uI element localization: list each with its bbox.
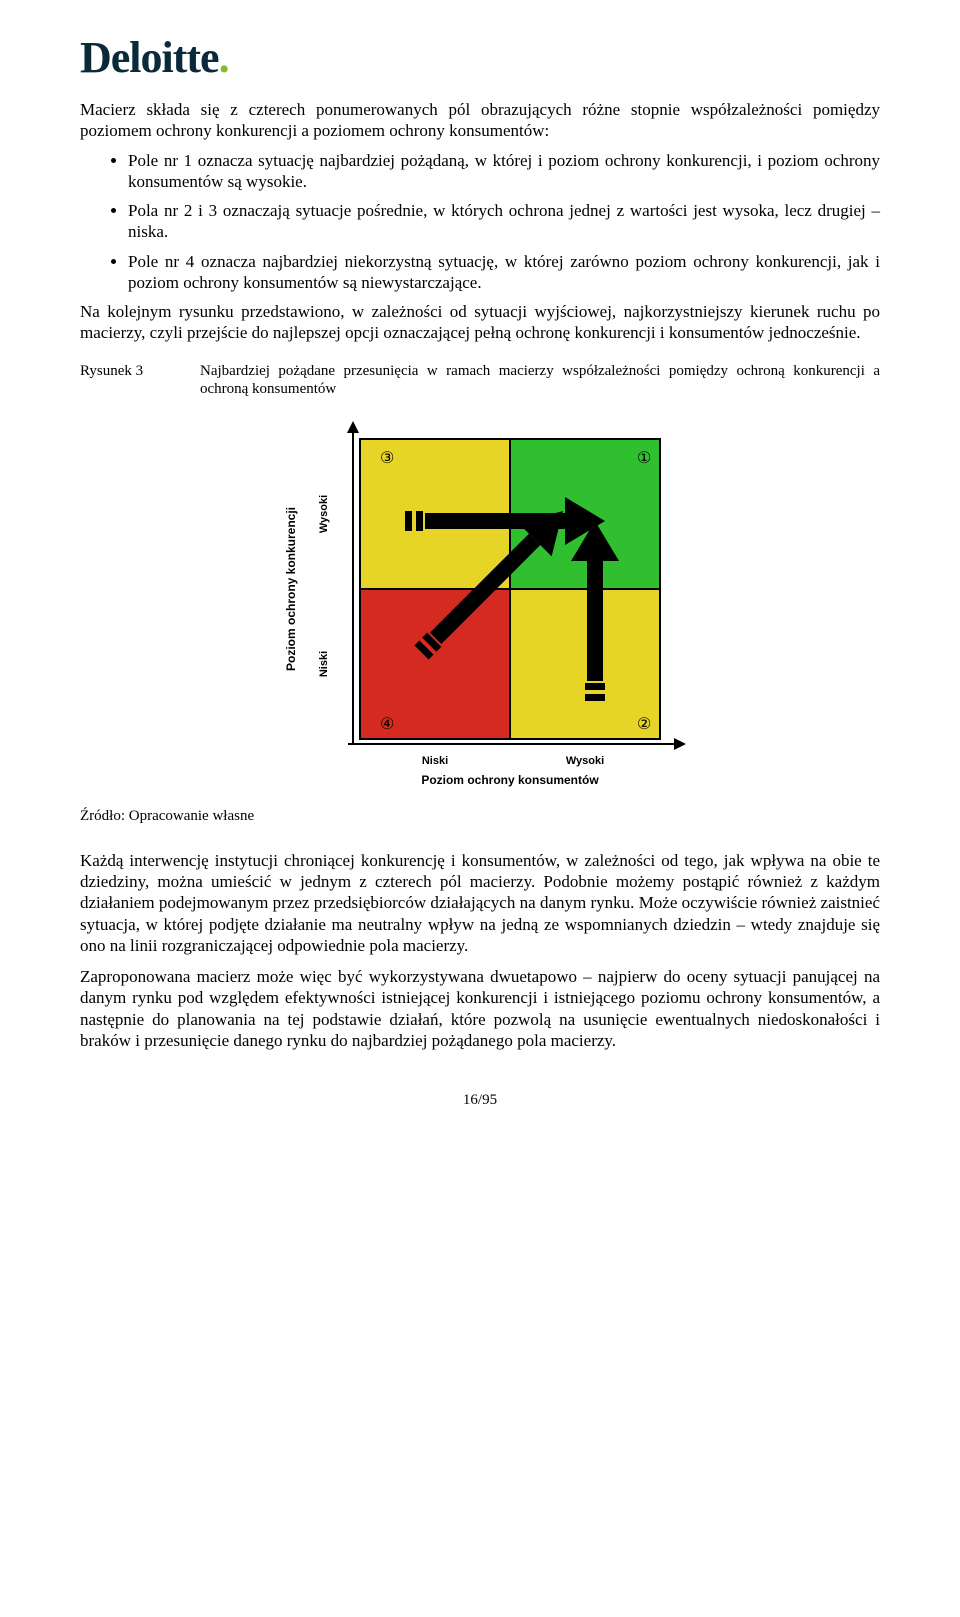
brand-logo: Deloitte. [80,30,880,85]
list-item: Pole nr 4 oznacza najbardziej niekorzyst… [128,251,880,294]
brand-dot: . [219,33,229,82]
bullet-list: Pole nr 1 oznacza sytuację najbardziej p… [80,150,880,294]
intro-paragraph: Macierz składa się z czterech ponumerowa… [80,99,880,142]
figure-source: Źródło: Opracowanie własne [80,807,880,826]
figure-label: Rysunek 3 [80,362,170,381]
figure-caption: Najbardziej pożądane przesunięcia w rama… [200,362,880,400]
quadrant-3-number: ③ [380,450,394,467]
x-axis-label: Poziom ochrony konsumentów [421,773,599,787]
x-axis-low: Niski [422,755,448,767]
figure-caption-row: Rysunek 3 Najbardziej pożądane przesunię… [80,362,880,400]
y-axis-low: Niski [318,651,330,677]
quadrant-2-number: ② [637,716,651,733]
paragraph-after-fig-2: Zaproponowana macierz może więc być wyko… [80,966,880,1051]
matrix-svg: ③ ① ④ ② Poziom ochrony konkurencji Wysok… [265,419,695,799]
quadrant-4-number: ④ [380,716,394,733]
brand-name: Deloitte [80,33,219,82]
list-item: Pola nr 2 i 3 oznaczają sytuacje pośredn… [128,200,880,243]
after-bullets-paragraph: Na kolejnym rysunku przedstawiono, w zal… [80,301,880,344]
list-item: Pole nr 1 oznacza sytuację najbardziej p… [128,150,880,193]
paragraph-after-fig-1: Każdą interwencję instytucji chroniącej … [80,850,880,956]
quadrant-1-number: ① [637,450,651,467]
y-axis-high: Wysoki [318,495,330,533]
page-number: 16/95 [80,1091,880,1110]
y-axis-label: Poziom ochrony konkurencji [284,507,298,671]
matrix-chart: ③ ① ④ ② Poziom ochrony konkurencji Wysok… [80,419,880,799]
x-axis-high: Wysoki [566,755,604,767]
